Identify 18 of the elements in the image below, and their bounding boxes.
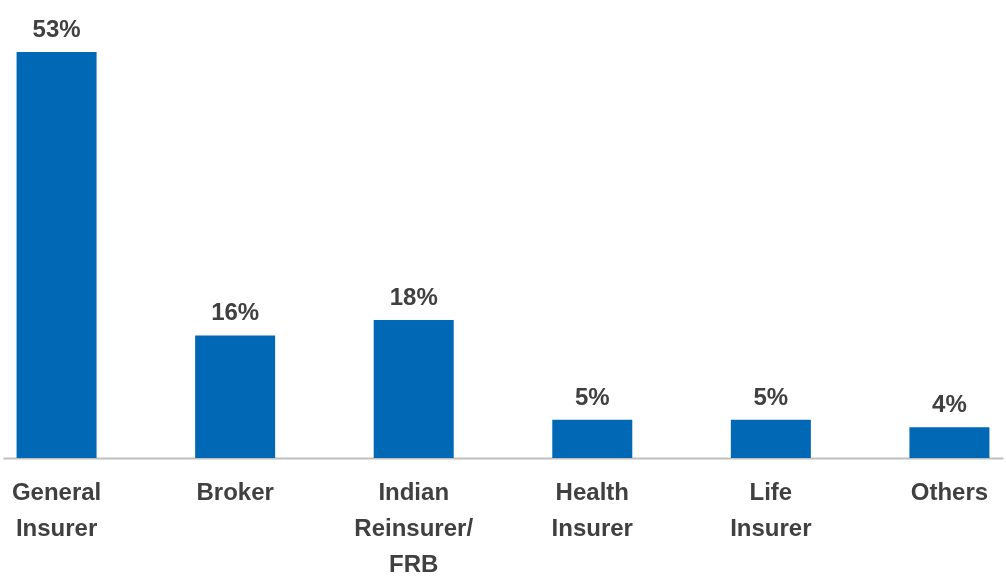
data-label: 5% — [753, 382, 789, 410]
x-tick-label: Broker — [196, 477, 274, 505]
x-tick-label: Life Insurer — [730, 477, 812, 541]
x-tick-label: Indian Reinsurer/ FRB — [354, 477, 474, 577]
data-label: 4% — [932, 390, 967, 418]
bar — [16, 52, 97, 458]
bar — [730, 419, 811, 458]
data-label: 53% — [32, 15, 81, 42]
bar — [373, 320, 454, 458]
data-label: 18% — [389, 283, 438, 311]
data-label: 5% — [574, 382, 610, 410]
x-tick-label: General Insurer — [11, 477, 102, 541]
bar — [195, 335, 276, 458]
data-label: 16% — [211, 298, 260, 326]
bar — [552, 419, 633, 458]
bar — [909, 427, 990, 458]
x-tick-label: Health Insurer — [551, 477, 633, 541]
x-tick-label: Others — [910, 477, 989, 505]
